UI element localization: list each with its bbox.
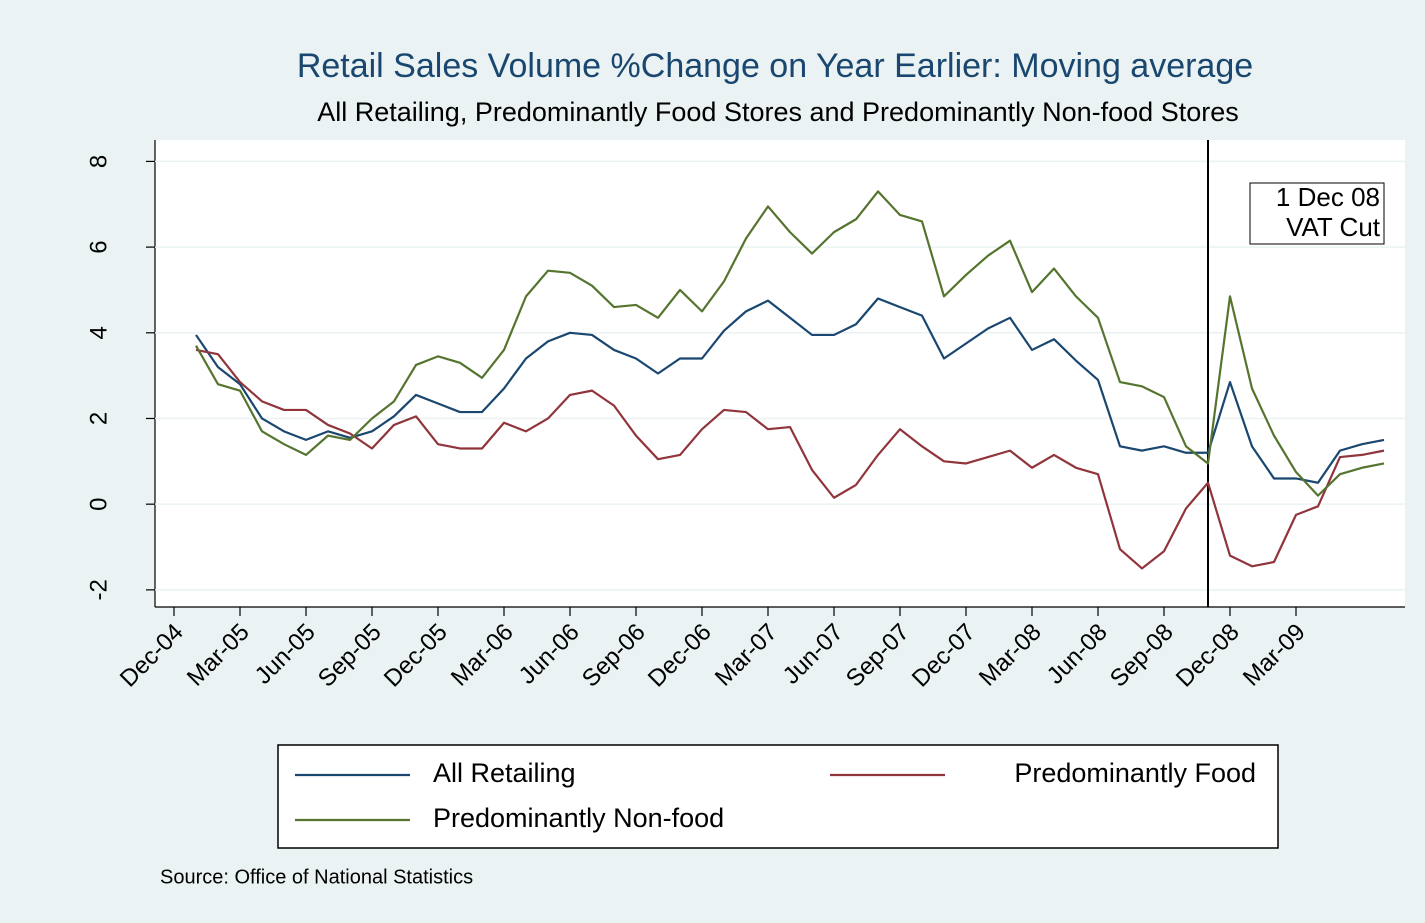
y-tick-label: -2 (85, 579, 112, 600)
y-tick-label: 8 (85, 155, 112, 168)
annotation-text: 1 Dec 08 (1276, 182, 1380, 212)
annotation-box (1249, 182, 1385, 245)
legend-label: All Retailing (433, 758, 576, 788)
chart-title: Retail Sales Volume %Change on Year Earl… (297, 47, 1253, 85)
plot-area (155, 140, 1405, 607)
y-tick-label: 6 (85, 240, 112, 253)
chart-subtitle: All Retailing, Predominantly Food Stores… (317, 97, 1238, 127)
legend (277, 744, 1279, 849)
series-line (195, 348, 1385, 570)
series-line (195, 297, 1385, 484)
y-tick-label: 2 (85, 412, 112, 425)
legend-label: Predominantly Non-food (433, 803, 724, 833)
annotation-text: VAT Cut (1286, 212, 1381, 242)
source-note: Source: Office of National Statistics (160, 866, 473, 888)
y-tick-label: 4 (85, 326, 112, 339)
series-line (195, 190, 1385, 497)
legend-label: Predominantly Food (1014, 758, 1256, 788)
y-tick-label: 0 (85, 497, 112, 510)
